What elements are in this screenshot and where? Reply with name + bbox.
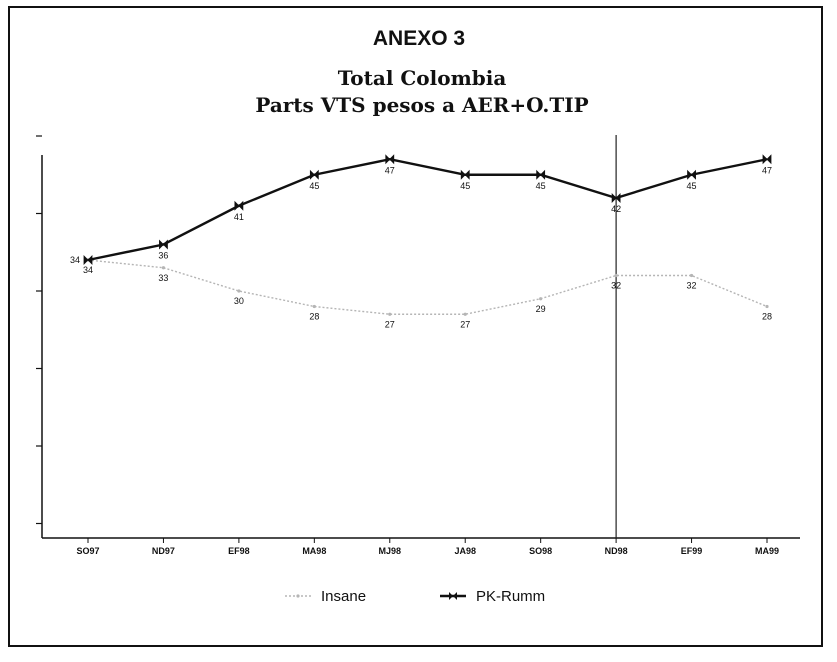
data-point xyxy=(460,169,470,180)
data-point xyxy=(388,312,392,316)
x-tick-label: JA98 xyxy=(454,546,476,556)
data-label: 45 xyxy=(460,181,470,191)
data-point xyxy=(234,200,244,211)
data-label: 45 xyxy=(309,181,319,191)
x-tick-label: ND98 xyxy=(605,546,628,556)
data-point xyxy=(309,169,319,180)
data-label: 33 xyxy=(158,273,168,283)
plot-area: 34 33 30 28 27 27 29 32 32 28 34 36 41 45 47 45 45 42 45 47 xyxy=(70,154,772,329)
data-label: 34 xyxy=(83,265,93,275)
series-line-pk-rumm xyxy=(87,158,768,262)
data-label: 28 xyxy=(309,312,319,322)
x-tick-label: ND97 xyxy=(152,546,175,556)
x-tick-label: MJ98 xyxy=(379,546,402,556)
data-point xyxy=(762,154,772,165)
data-label: 27 xyxy=(385,319,395,329)
data-point xyxy=(161,266,166,270)
data-point xyxy=(536,169,546,180)
series-line-insane xyxy=(87,259,768,315)
data-point xyxy=(463,312,467,316)
legend-marker xyxy=(296,594,300,598)
heading: ANEXO 3 xyxy=(373,27,465,50)
x-tick-label: SO98 xyxy=(529,546,552,556)
data-point xyxy=(385,154,395,165)
data-label: 30 xyxy=(234,296,244,306)
data-label: 36 xyxy=(158,251,168,261)
data-point xyxy=(237,289,241,293)
x-tick-label: EF98 xyxy=(228,546,250,556)
chart-title: Total Colombia xyxy=(338,66,507,90)
data-point xyxy=(689,273,694,278)
data-label: 34 xyxy=(70,255,80,265)
x-tick-label: MA99 xyxy=(755,546,779,556)
axes: SO97 ND97 EF98 MA98 MJ98 JA98 SO98 ND98 EF99 MA99 xyxy=(36,135,800,556)
data-point xyxy=(159,239,168,250)
data-point xyxy=(611,193,621,203)
data-point xyxy=(312,304,316,309)
chart-subtitle: Parts VTS pesos a AER+O.TIP xyxy=(255,93,588,117)
data-point xyxy=(83,255,93,265)
x-tick-label: MA98 xyxy=(302,546,326,556)
data-point xyxy=(765,304,769,309)
data-point xyxy=(687,169,696,180)
data-label: 27 xyxy=(460,319,470,329)
data-label: 28 xyxy=(762,312,772,322)
legend-label: Insane xyxy=(321,588,366,605)
data-label: 41 xyxy=(234,212,244,222)
data-label: 47 xyxy=(385,165,395,175)
data-label: 47 xyxy=(762,165,772,175)
data-label: 42 xyxy=(611,204,621,214)
data-label: 45 xyxy=(536,181,546,191)
legend-marker xyxy=(449,592,457,600)
legend-label: PK-Rumm xyxy=(476,588,545,605)
data-label: 45 xyxy=(687,181,697,191)
chart-frame xyxy=(8,6,823,647)
legend: Insane PK-Rumm xyxy=(285,588,545,605)
data-label: 32 xyxy=(611,281,621,291)
x-tick-label: EF99 xyxy=(681,546,703,556)
data-point xyxy=(614,273,618,278)
data-label: 32 xyxy=(687,281,697,291)
x-tick-label: SO97 xyxy=(76,546,99,556)
data-label: 29 xyxy=(536,304,546,314)
data-point xyxy=(539,297,543,301)
